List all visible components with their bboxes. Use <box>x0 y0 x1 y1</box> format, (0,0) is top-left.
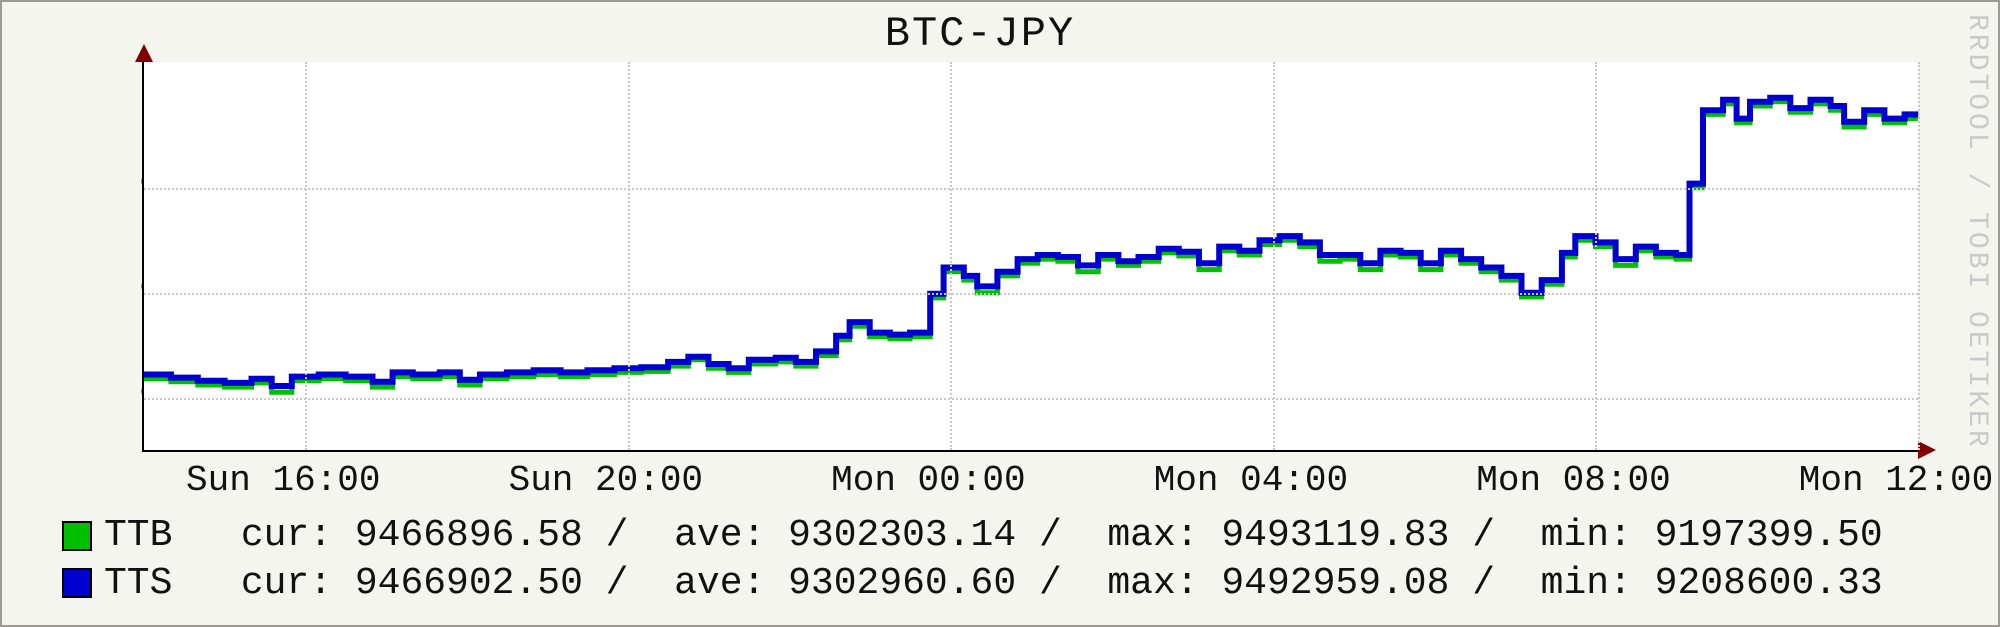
x-tick-label: Mon 00:00 <box>831 460 1025 501</box>
rrdtool-watermark: RRDTOOL / TOBI OETIKER <box>1961 14 1992 450</box>
chart-title: BTC-JPY <box>22 10 1938 58</box>
x-tick-label: Sun 16:00 <box>186 460 380 501</box>
gridline-v <box>1595 62 1597 450</box>
x-axis-labels: Sun 16:00 Sun 20:00 Mon 00:00 Mon 04:00 Mon … <box>122 460 1978 506</box>
gridline-h <box>144 188 1918 190</box>
x-tick-label: Mon 04:00 <box>1154 460 1348 501</box>
series-tts <box>144 98 1915 386</box>
plot-region: 9.2 M9.3 M9.4 M <box>142 62 1918 452</box>
rrd-graph-frame: BTC-JPY 9.2 M9.3 M9.4 M Sun 16:00 Sun 20:… <box>0 0 2000 627</box>
x-tick-label: Mon 08:00 <box>1476 460 1670 501</box>
gridline-v <box>1918 62 1920 450</box>
legend-text: TTB cur: 9466896.58 / ave: 9302303.14 / … <box>104 512 1883 560</box>
gridline-v <box>1273 62 1275 450</box>
x-tick-label: Mon 12:00 <box>1799 460 1993 501</box>
gridline-h <box>144 398 1918 400</box>
x-tick-label: Sun 20:00 <box>509 460 703 501</box>
x-axis-arrow <box>1918 441 1936 459</box>
gridline-v <box>628 62 630 450</box>
legend-text: TTS cur: 9466902.50 / ave: 9302960.60 / … <box>104 560 1883 608</box>
legend-swatch <box>62 521 92 551</box>
gridline-h <box>144 293 1918 295</box>
plot-area <box>142 62 1918 452</box>
chart-lines <box>144 62 1918 450</box>
legend: TTB cur: 9466896.58 / ave: 9302303.14 / … <box>62 512 1938 607</box>
legend-row-tts: TTS cur: 9466902.50 / ave: 9302960.60 / … <box>62 560 1938 608</box>
legend-row-ttb: TTB cur: 9466896.58 / ave: 9302303.14 / … <box>62 512 1938 560</box>
legend-swatch <box>62 568 92 598</box>
gridline-v <box>950 62 952 450</box>
y-axis-arrow <box>135 44 153 62</box>
gridline-v <box>305 62 307 450</box>
